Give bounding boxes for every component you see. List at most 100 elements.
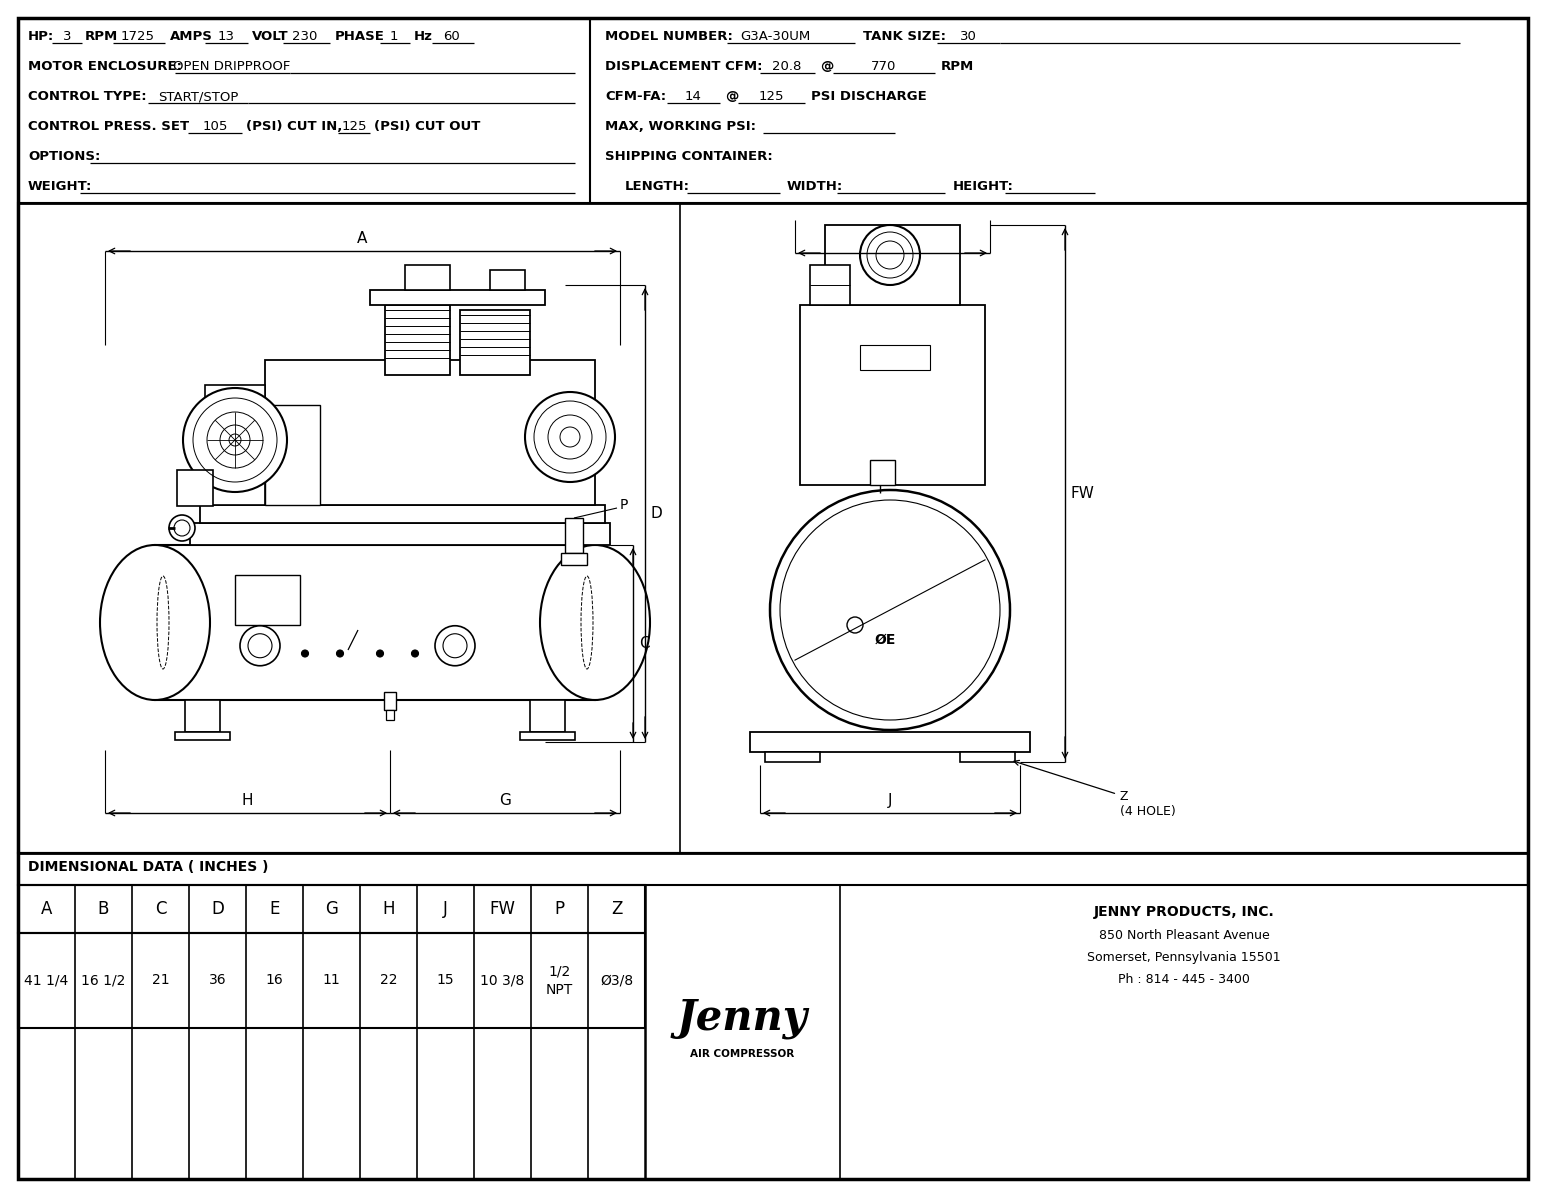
Circle shape — [377, 650, 383, 657]
Text: START/STOP: START/STOP — [158, 90, 238, 103]
Text: D: D — [651, 506, 663, 521]
Text: 22: 22 — [380, 973, 397, 988]
Text: 15: 15 — [436, 973, 455, 988]
Bar — [810, 265, 850, 305]
Bar — [383, 692, 396, 710]
Bar — [19, 853, 1527, 885]
Text: J: J — [887, 792, 892, 808]
Text: NPT: NPT — [546, 983, 574, 996]
Text: G: G — [325, 900, 339, 918]
Bar — [519, 733, 575, 740]
Text: RPM: RPM — [85, 30, 117, 43]
Text: (PSI) CUT OUT: (PSI) CUT OUT — [374, 120, 481, 133]
Circle shape — [182, 388, 288, 492]
Bar — [765, 752, 819, 762]
Text: J: J — [444, 900, 448, 918]
Text: HP:: HP: — [28, 30, 54, 43]
Text: B: B — [97, 900, 110, 918]
Text: OPTIONS:: OPTIONS: — [28, 150, 100, 163]
Text: VOLT: VOLT — [252, 30, 289, 43]
Text: G: G — [499, 792, 510, 808]
Text: Somerset, Pennsylvania 15501: Somerset, Pennsylvania 15501 — [1087, 950, 1280, 964]
Text: CONTROL TYPE:: CONTROL TYPE: — [28, 90, 147, 103]
Text: JENNY PRODUCTS, INC.: JENNY PRODUCTS, INC. — [1093, 905, 1274, 919]
Text: H: H — [382, 900, 394, 918]
Text: 3: 3 — [63, 30, 71, 43]
Text: 41 1/4: 41 1/4 — [25, 973, 68, 988]
Bar — [19, 885, 645, 932]
Text: P: P — [555, 900, 564, 918]
Text: C: C — [155, 900, 167, 918]
Text: Jenny: Jenny — [677, 997, 807, 1039]
Bar — [19, 853, 1527, 1179]
Ellipse shape — [100, 545, 210, 700]
Circle shape — [434, 626, 475, 666]
Bar — [750, 733, 1030, 752]
Bar — [19, 203, 1527, 853]
Text: 20.8: 20.8 — [773, 60, 802, 73]
Text: E: E — [269, 900, 280, 918]
Bar — [826, 225, 960, 305]
Text: 1: 1 — [390, 30, 399, 43]
Text: G3A-30UM: G3A-30UM — [741, 30, 810, 43]
Text: 230: 230 — [292, 30, 317, 43]
Text: DISPLACEMENT CFM:: DISPLACEMENT CFM: — [604, 60, 762, 73]
Text: AMPS: AMPS — [170, 30, 213, 43]
Text: Ø3/8: Ø3/8 — [600, 973, 632, 988]
Text: A: A — [40, 900, 53, 918]
Bar — [19, 932, 645, 1028]
Bar — [235, 575, 300, 625]
Text: SHIPPING CONTAINER:: SHIPPING CONTAINER: — [604, 150, 773, 163]
Text: RPM: RPM — [942, 60, 974, 73]
Text: B: B — [887, 233, 898, 248]
Bar — [199, 505, 604, 523]
Bar — [19, 18, 1527, 203]
Text: PHASE: PHASE — [335, 30, 385, 43]
Bar — [155, 545, 595, 700]
Bar — [386, 710, 394, 721]
Text: @: @ — [725, 90, 739, 103]
Text: 14: 14 — [685, 90, 702, 103]
Text: WIDTH:: WIDTH: — [787, 180, 843, 193]
Circle shape — [301, 650, 309, 657]
Text: H: H — [241, 792, 254, 808]
Bar — [206, 385, 264, 505]
Text: 13: 13 — [218, 30, 235, 43]
Text: 770: 770 — [872, 60, 897, 73]
Text: 21: 21 — [152, 973, 170, 988]
Text: 10 3/8: 10 3/8 — [481, 973, 524, 988]
Text: 1/2: 1/2 — [549, 965, 570, 978]
Text: TANK SIZE:: TANK SIZE: — [863, 30, 946, 43]
Text: 16 1/2: 16 1/2 — [82, 973, 125, 988]
Text: MOTOR ENCLOSURE:: MOTOR ENCLOSURE: — [28, 60, 182, 73]
Bar — [385, 305, 450, 375]
Circle shape — [860, 225, 920, 285]
Bar — [564, 518, 583, 553]
Text: FW: FW — [490, 900, 515, 918]
Bar — [530, 700, 564, 733]
Text: LENGTH:: LENGTH: — [625, 180, 690, 193]
Bar — [960, 752, 1016, 762]
Text: 105: 105 — [203, 120, 227, 133]
Circle shape — [770, 490, 1010, 730]
Text: 11: 11 — [323, 973, 340, 988]
Circle shape — [240, 626, 280, 666]
Text: OPEN DRIPPROOF: OPEN DRIPPROOF — [173, 60, 291, 73]
Text: 16: 16 — [266, 973, 283, 988]
Text: Z: Z — [611, 900, 621, 918]
Text: Ph : 814 - 445 - 3400: Ph : 814 - 445 - 3400 — [1118, 973, 1249, 986]
Text: 125: 125 — [758, 90, 784, 103]
Text: MODEL NUMBER:: MODEL NUMBER: — [604, 30, 733, 43]
Bar — [405, 265, 450, 290]
Circle shape — [847, 616, 863, 633]
Bar — [176, 470, 213, 506]
Text: Z
(4 HOLE): Z (4 HOLE) — [1014, 760, 1177, 818]
Circle shape — [411, 650, 419, 657]
Bar — [870, 460, 895, 485]
Bar — [490, 271, 526, 290]
Text: P: P — [620, 498, 628, 512]
Text: ØE: ØE — [875, 633, 897, 648]
Bar — [799, 305, 985, 485]
Text: @: @ — [819, 60, 833, 73]
Text: 60: 60 — [444, 30, 461, 43]
